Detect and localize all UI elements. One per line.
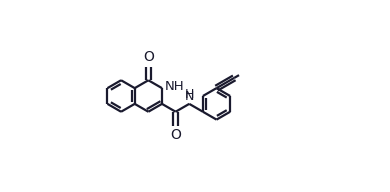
- Text: NH: NH: [164, 80, 184, 93]
- Text: N: N: [184, 90, 194, 103]
- Text: H: H: [184, 88, 194, 101]
- Text: O: O: [170, 128, 181, 142]
- Text: O: O: [143, 50, 154, 64]
